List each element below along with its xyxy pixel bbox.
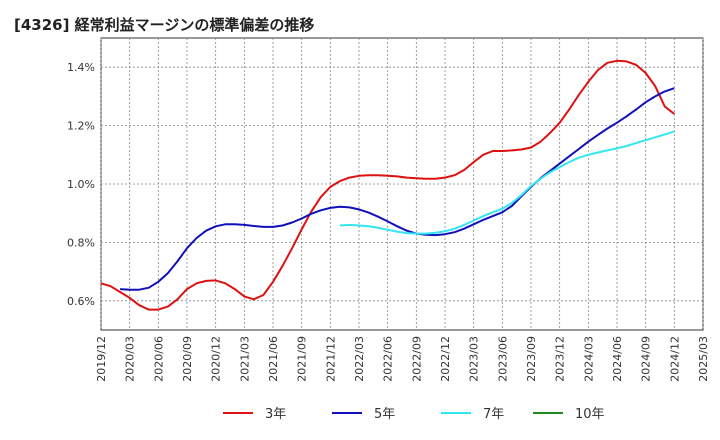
x-tick-label: 2024/09 (640, 336, 653, 382)
x-tick-label: 2023/09 (525, 336, 538, 382)
x-tick-label: 2024/06 (611, 336, 624, 382)
x-tick-label: 2021/12 (324, 336, 337, 382)
x-tick-label: 2020/03 (124, 336, 137, 382)
legend-label-4: 10年 (575, 407, 605, 422)
x-tick-label: 2023/03 (468, 336, 481, 382)
x-tick-label: 2023/12 (554, 336, 567, 382)
x-tick-label: 2020/09 (181, 336, 194, 382)
x-tick-label: 2021/09 (296, 336, 309, 382)
series-line-3 (339, 130, 675, 235)
x-tick-label: 2021/06 (267, 336, 280, 382)
legend-label-2: 5年 (374, 407, 395, 422)
y-tick-label: 0.8% (67, 236, 95, 249)
x-tick-label: 2021/03 (238, 336, 251, 382)
x-tick-label: 2025/03 (697, 336, 710, 382)
chart-title: [4326] 経常利益マージンの標準偏差の推移 (14, 16, 315, 34)
x-tick-label: 2019/12 (95, 336, 108, 382)
series-line-2 (120, 87, 675, 291)
x-tick-label: 2022/12 (439, 336, 452, 382)
series-line-1 (100, 59, 675, 311)
y-tick-label: 0.6% (67, 295, 95, 308)
x-tick-label: 2022/06 (382, 336, 395, 382)
y-tick-label: 1.2% (67, 120, 95, 133)
x-tick-label: 2022/09 (410, 336, 423, 382)
x-tick-label: 2024/03 (582, 336, 595, 382)
x-tick-label: 2024/12 (668, 336, 681, 382)
legend-label-3: 7年 (483, 407, 504, 422)
y-tick-label: 1.4% (67, 61, 95, 74)
legend-label-1: 3年 (265, 407, 286, 422)
x-tick-label: 2022/03 (353, 336, 366, 382)
x-tick-label: 2023/06 (496, 336, 509, 382)
y-tick-label: 1.0% (67, 178, 95, 191)
x-tick-label: 2020/06 (152, 336, 165, 382)
x-tick-label: 2020/12 (210, 336, 223, 382)
